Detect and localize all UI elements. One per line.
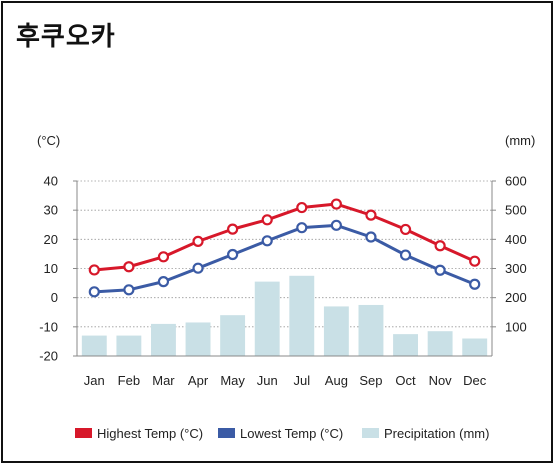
left-axis-unit: (°C) bbox=[37, 133, 60, 148]
temperature-point bbox=[296, 222, 308, 234]
left-tick-label: 40 bbox=[44, 174, 58, 189]
x-tick-label: Apr bbox=[188, 373, 209, 388]
temperature-point bbox=[434, 264, 446, 276]
precipitation-bar bbox=[185, 322, 211, 356]
temperature-point bbox=[399, 249, 412, 261]
temperature-point bbox=[88, 264, 100, 276]
chart-title: 후쿠오카 bbox=[16, 22, 116, 52]
temperature-point bbox=[469, 278, 481, 290]
temperature-point bbox=[227, 248, 239, 261]
x-tick-label: Mar bbox=[152, 373, 175, 388]
precipitation-bar bbox=[462, 338, 488, 356]
temperature-point bbox=[123, 284, 135, 296]
x-tick-label: Jun bbox=[257, 373, 278, 388]
temperature-point bbox=[365, 231, 377, 243]
right-tick-label: 200 bbox=[505, 290, 527, 305]
x-tick-label: Feb bbox=[118, 373, 140, 388]
x-tick-label: Jan bbox=[84, 373, 105, 388]
temperature-point bbox=[296, 201, 308, 214]
x-tick-label: Dec bbox=[463, 373, 487, 388]
temperature-point bbox=[157, 251, 170, 263]
precipitation-bar bbox=[151, 323, 176, 356]
grid-lines bbox=[77, 180, 492, 328]
temperature-point bbox=[261, 214, 273, 226]
temperature-point bbox=[192, 262, 204, 274]
temperature-point bbox=[469, 255, 481, 267]
left-tick-label: -20 bbox=[39, 349, 58, 364]
x-tick-label: Sep bbox=[359, 373, 382, 388]
temperature-point bbox=[365, 209, 377, 221]
legend-label: Lowest Temp (°C) bbox=[240, 426, 343, 441]
precipitation-bar bbox=[427, 331, 453, 356]
temperature-line bbox=[94, 223, 476, 294]
right-tick-label: 100 bbox=[505, 319, 527, 334]
right-tick-label: 500 bbox=[505, 203, 527, 218]
temperature-point bbox=[227, 223, 239, 235]
precipitation-bar bbox=[393, 334, 418, 356]
temperature-point bbox=[330, 198, 342, 210]
temperature-point bbox=[157, 276, 170, 288]
legend-swatch bbox=[75, 428, 92, 438]
left-tick-label: 30 bbox=[44, 203, 58, 218]
legend-label: Precipitation (mm) bbox=[384, 426, 489, 441]
x-tick-label: Oct bbox=[395, 373, 416, 388]
precipitation-bar bbox=[220, 315, 246, 356]
left-tick-label: 10 bbox=[44, 261, 58, 276]
precipitation-bar bbox=[358, 304, 384, 356]
temperature-point bbox=[399, 223, 412, 236]
right-tick-label: 400 bbox=[505, 232, 527, 247]
temperature-point bbox=[123, 261, 135, 273]
legend-swatch bbox=[218, 428, 235, 438]
temperature-lines bbox=[88, 198, 481, 298]
axes bbox=[73, 180, 496, 357]
temperature-point bbox=[434, 240, 446, 252]
precipitation-bar bbox=[289, 275, 315, 356]
left-tick-label: 20 bbox=[44, 232, 58, 247]
left-tick-label: -10 bbox=[39, 319, 58, 334]
x-tick-label: Aug bbox=[325, 373, 348, 388]
precipitation-bar bbox=[81, 335, 107, 356]
precipitation-bar bbox=[254, 281, 280, 356]
left-tick-label: 0 bbox=[51, 290, 58, 305]
x-tick-label: May bbox=[220, 373, 245, 388]
x-tick-label: Nov bbox=[429, 373, 453, 388]
x-tick-label: Jul bbox=[293, 373, 310, 388]
right-tick-label: 600 bbox=[505, 174, 527, 189]
right-tick-label: 300 bbox=[505, 261, 527, 276]
temperature-line bbox=[94, 202, 476, 272]
precipitation-bars bbox=[81, 275, 488, 356]
legend: Highest Temp (°C) Lowest Temp (°C) Precipi… bbox=[75, 426, 489, 441]
legend-label: Highest Temp (°C) bbox=[97, 426, 203, 441]
legend-swatch bbox=[362, 428, 379, 438]
right-axis-unit: (mm) bbox=[505, 133, 535, 148]
temperature-point bbox=[88, 286, 100, 298]
temperature-point bbox=[330, 219, 342, 231]
temperature-point bbox=[261, 235, 273, 247]
precipitation-bar bbox=[116, 335, 142, 356]
temperature-point bbox=[192, 235, 204, 247]
precipitation-bar bbox=[323, 306, 349, 356]
